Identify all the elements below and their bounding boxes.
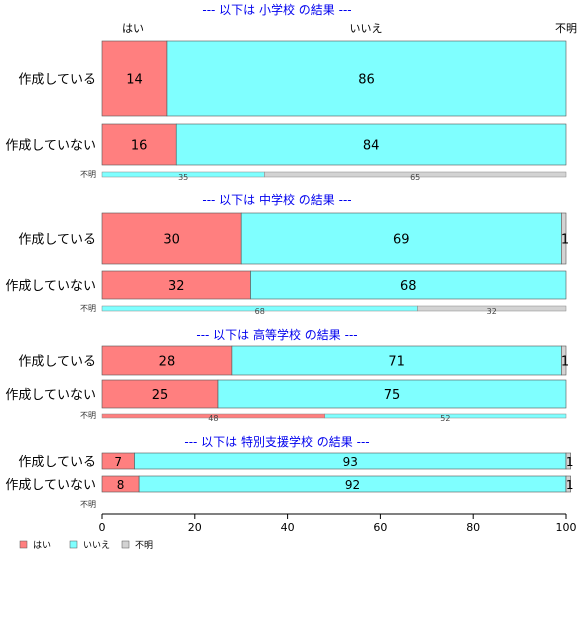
- unknown-data-label: 48: [208, 414, 218, 423]
- bar-segment: [175, 123, 567, 166]
- bar-segment: [250, 270, 567, 300]
- data-label: 32: [168, 279, 185, 294]
- legend-swatch: [19, 540, 28, 549]
- legend-swatch: [69, 540, 78, 549]
- unknown-row-label: 不明: [80, 170, 96, 179]
- bar-segment: [217, 379, 567, 409]
- data-label: 1: [566, 455, 574, 469]
- data-label: 28: [159, 355, 176, 370]
- data-label: 14: [126, 73, 143, 88]
- data-label: 30: [163, 233, 180, 248]
- legend-swatch: [121, 540, 130, 549]
- row-label: 作成している: [18, 355, 96, 370]
- data-label: 84: [363, 139, 380, 154]
- data-label: 1: [566, 478, 574, 492]
- row-label: 作成している: [18, 233, 96, 248]
- unknown-bar-segment: [264, 171, 567, 178]
- legend-label: はい: [33, 540, 51, 551]
- bar-segment: [565, 475, 571, 493]
- unknown-data-label: 68: [255, 307, 265, 316]
- panel-title: --- 以下は 特別支援学校 の結果 ---: [184, 434, 369, 449]
- bar-segment: [101, 212, 242, 265]
- row-label: 作成していない: [5, 279, 96, 294]
- data-label: 16: [131, 139, 148, 154]
- unknown-bar-segment: [417, 305, 567, 312]
- row-label: 作成していない: [5, 388, 96, 403]
- bar-segment: [101, 379, 219, 409]
- x-tick-label: 20: [188, 521, 202, 534]
- legend-label: いいえ: [83, 540, 110, 551]
- data-label: 93: [343, 455, 358, 469]
- data-label: 25: [152, 388, 169, 403]
- row-label: 作成している: [18, 73, 96, 88]
- x-tick-label: 100: [556, 521, 577, 534]
- bar-segment: [101, 123, 177, 166]
- panel-title: --- 以下は 小学校 の結果 ---: [202, 2, 351, 17]
- unknown-data-label: 35: [178, 173, 188, 182]
- bar-segment: [240, 212, 562, 265]
- data-label: 86: [358, 73, 375, 88]
- unknown-row-label: 不明: [80, 411, 96, 420]
- x-tick-label: 80: [466, 521, 480, 534]
- row-label: 作成している: [18, 455, 96, 470]
- data-label: 71: [388, 355, 405, 370]
- bar-segment: [565, 452, 571, 470]
- data-label: 7: [114, 455, 122, 469]
- data-label: 1: [561, 355, 569, 370]
- bar-segment: [231, 345, 562, 376]
- bar-segment: [561, 212, 567, 265]
- row-label: 作成していない: [5, 139, 96, 154]
- column-header: いいえ: [350, 22, 383, 35]
- x-tick-label: 0: [99, 521, 106, 534]
- x-tick-label: 60: [373, 521, 387, 534]
- bar-segment: [101, 345, 233, 376]
- row-label: 作成していない: [5, 478, 96, 493]
- unknown-row-label: 不明: [80, 304, 96, 313]
- unknown-bar-segment: [324, 413, 567, 419]
- unknown-data-label: 65: [410, 173, 420, 182]
- data-label: 68: [400, 279, 417, 294]
- unknown-data-label: 52: [440, 414, 450, 423]
- column-header: はい: [122, 22, 144, 35]
- unknown-data-label: 32: [487, 307, 497, 316]
- column-header: 不明: [555, 22, 577, 35]
- data-label: 69: [393, 233, 410, 248]
- panel-title: --- 以下は 高等学校 の結果 ---: [196, 327, 357, 342]
- bar-segment: [101, 40, 168, 117]
- x-tick-label: 40: [281, 521, 295, 534]
- bar-segment: [561, 345, 567, 376]
- legend-label: 不明: [135, 540, 153, 551]
- data-label: 92: [345, 478, 360, 492]
- bar-segment: [166, 40, 567, 117]
- unknown-row-label: 不明: [80, 500, 96, 509]
- panel-title: --- 以下は 中学校 の結果 ---: [202, 192, 351, 207]
- data-label: 1: [561, 233, 569, 248]
- bar-segment: [101, 270, 251, 300]
- data-label: 75: [384, 388, 401, 403]
- data-label: 8: [117, 478, 125, 492]
